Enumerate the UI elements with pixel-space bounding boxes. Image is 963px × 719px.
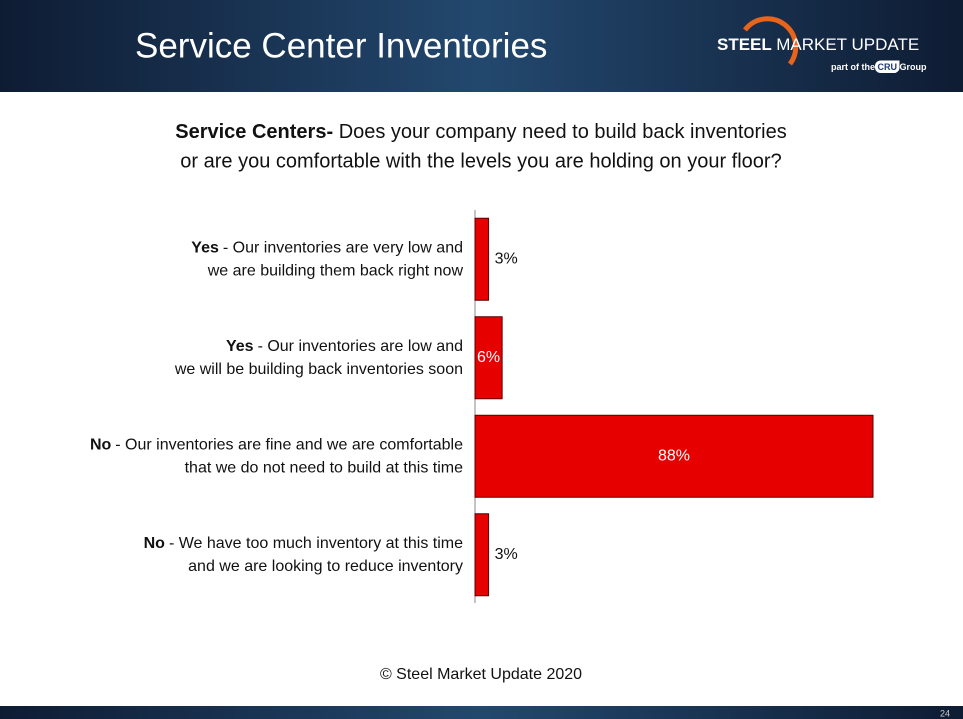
category-label: No - We have too much inventory at this t… <box>144 535 463 552</box>
slide-title: Service Center Inventories <box>135 26 547 65</box>
value-label: 6% <box>477 349 500 366</box>
category-label: that we do not need to build at this tim… <box>185 459 464 476</box>
value-label: 88% <box>658 447 690 464</box>
category-label: we are building them back right now <box>207 262 464 279</box>
logo-tagline: part of the CRU Group <box>831 62 927 72</box>
logo-swoosh <box>743 16 799 66</box>
question-line: or are you comfortable with the levels y… <box>180 150 781 172</box>
value-label: 3% <box>495 250 518 267</box>
bar <box>474 513 490 597</box>
chart: Yes - Our inventories are very low and we … <box>90 217 874 597</box>
value-label: 3% <box>495 546 518 563</box>
category-label: and we are looking to reduce inventory <box>188 558 463 575</box>
category-label: No - Our inventories are fine and we are … <box>90 436 463 453</box>
question-line: Service Centers- Does your company need … <box>175 121 786 143</box>
copyright: © Steel Market Update 2020 <box>380 666 582 683</box>
bar <box>474 414 874 498</box>
category-label: Yes - Our inventories are very low and <box>191 239 463 256</box>
logo-brand: STEEL MARKET UPDATE <box>717 35 919 54</box>
header-band <box>0 0 963 92</box>
bar <box>474 217 490 301</box>
category-label: we will be building back inventories soo… <box>174 361 463 378</box>
page-number: 24 <box>940 708 950 718</box>
category-label: Yes - Our inventories are low and <box>226 338 463 355</box>
footer-band <box>0 706 963 719</box>
bar <box>474 316 503 400</box>
